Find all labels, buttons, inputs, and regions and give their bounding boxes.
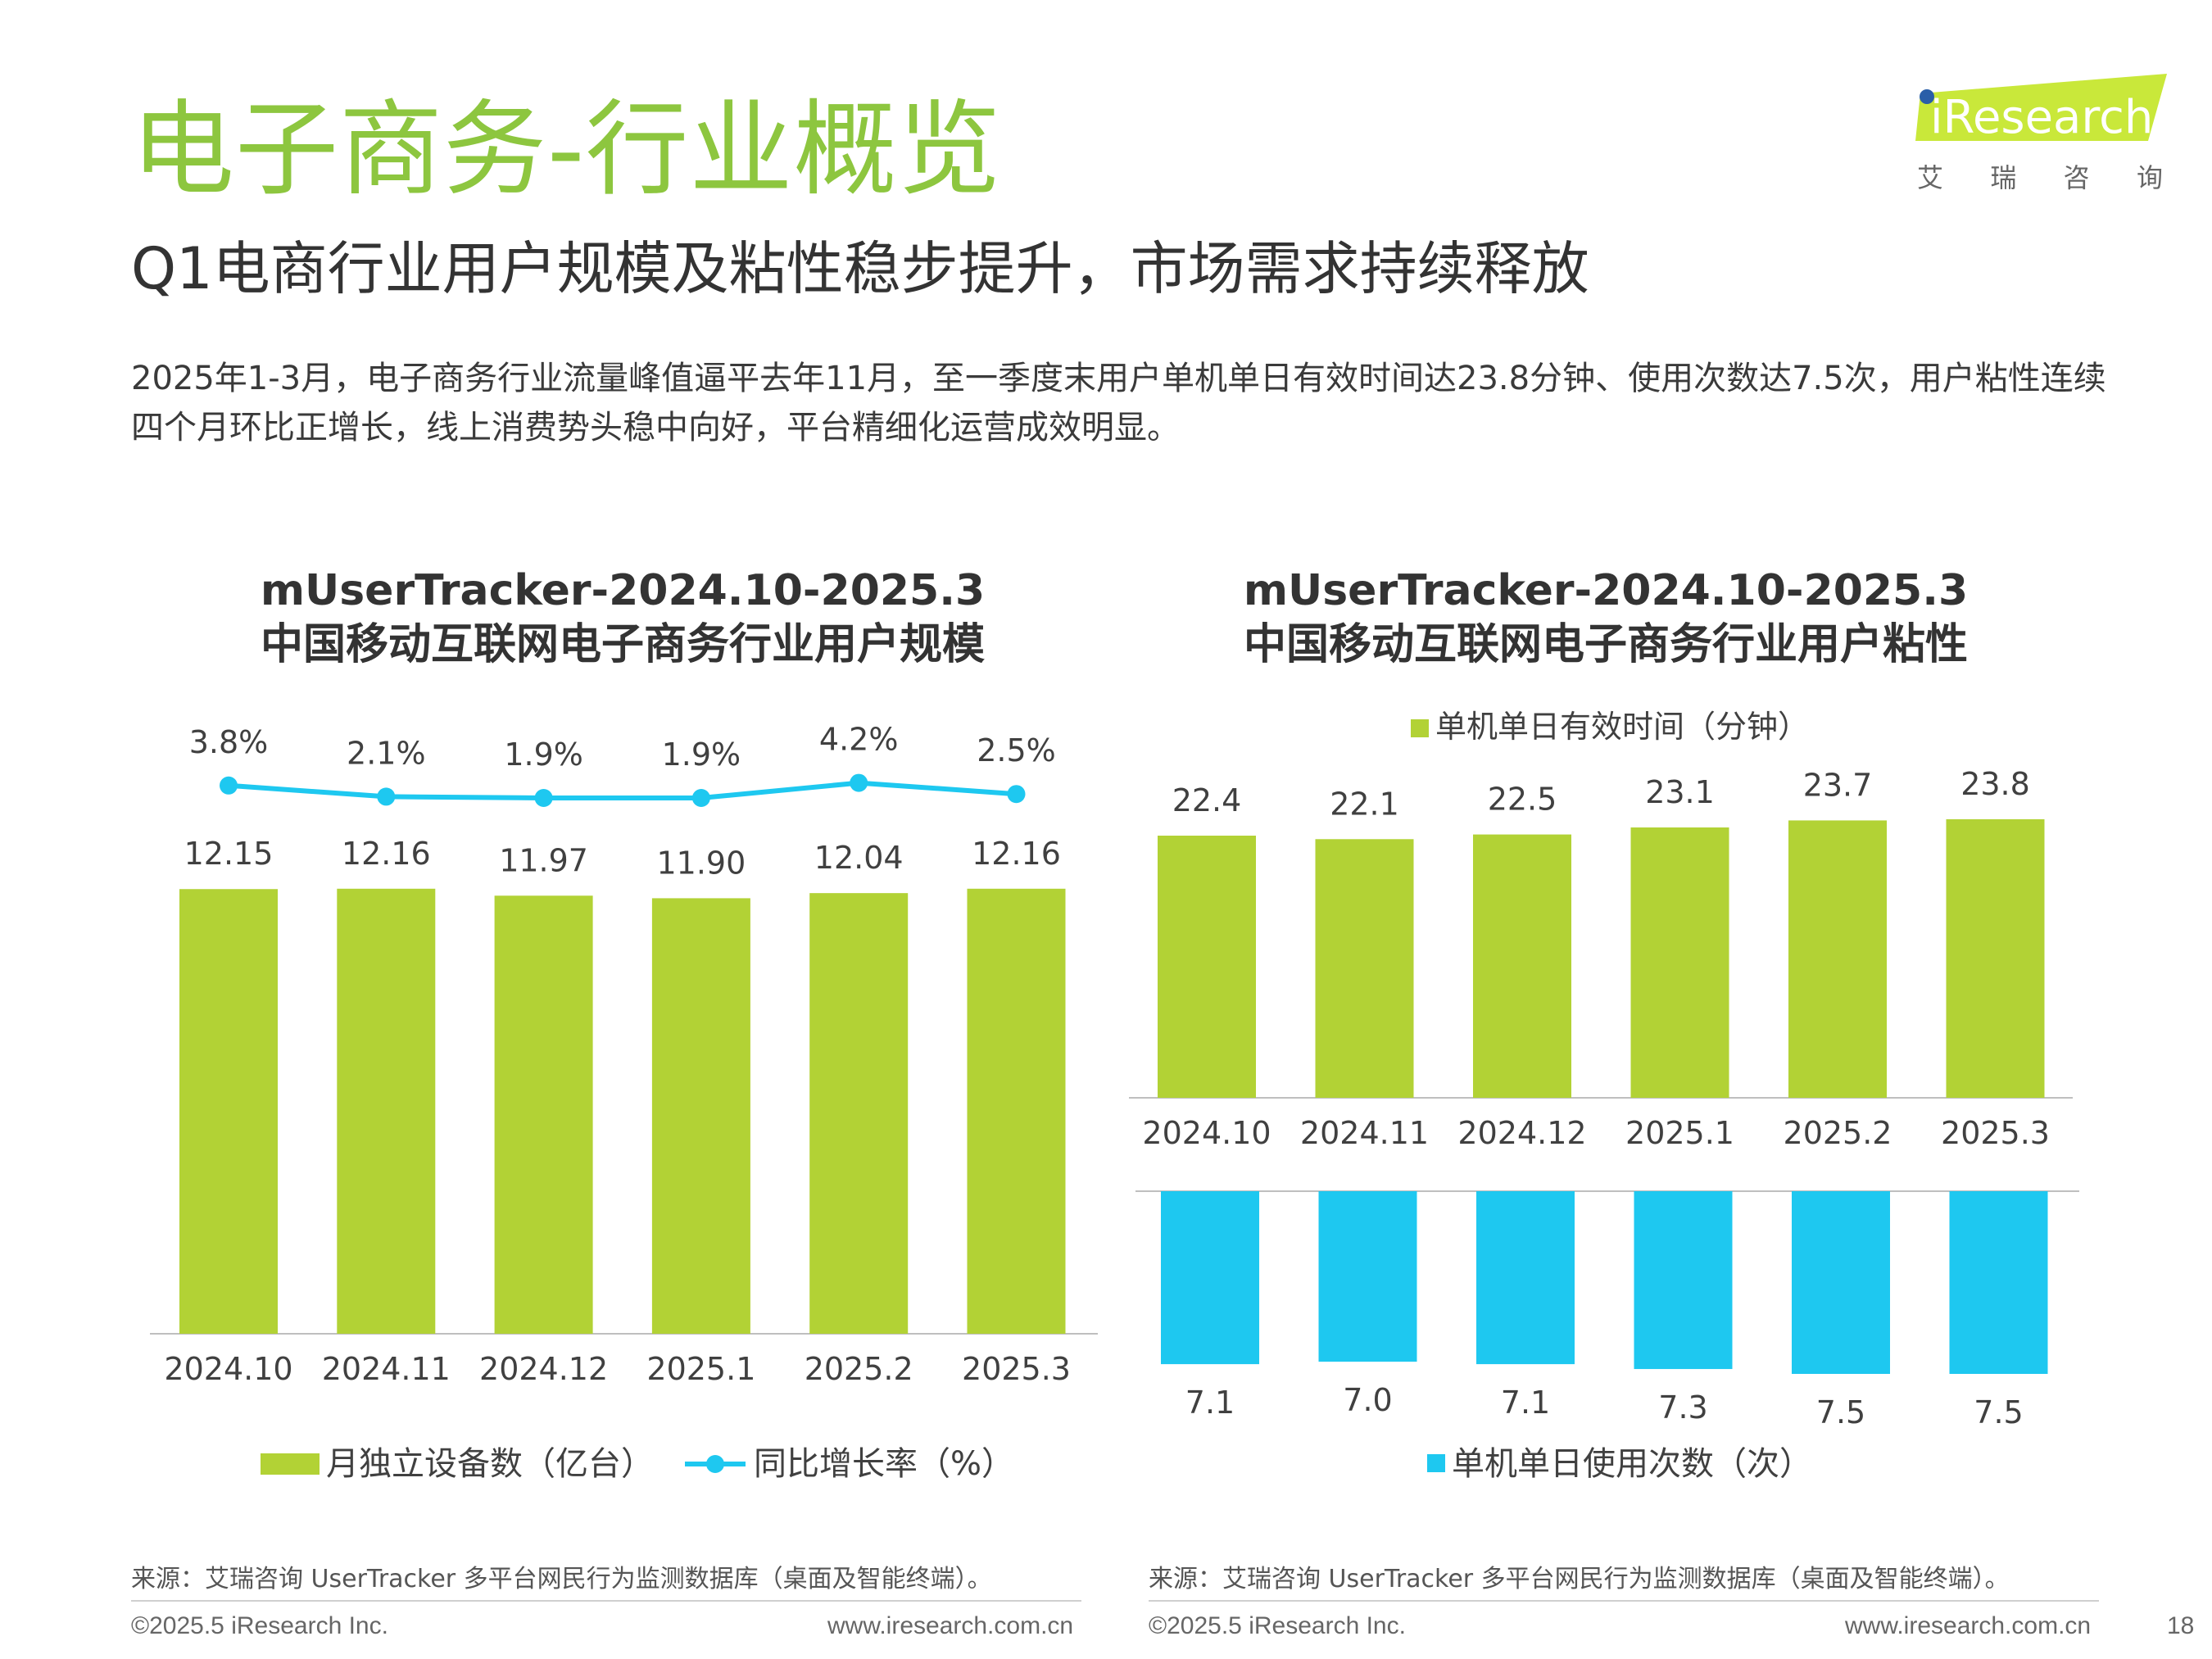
bar-value-label: 22.1 [1330,786,1399,822]
bar-daily-time [1158,836,1256,1098]
page-title: 电子商务-行业概览 [131,89,1002,210]
bar-daily-sessions [1949,1191,2048,1374]
bar-value-label: 12.04 [814,840,904,876]
legend-label-growth: 同比增长率（%） [754,1445,1014,1483]
legend-label-time: 单机单日有效时间（分钟） [1435,709,1809,745]
x-tick-label: 2025.1 [1625,1115,1734,1151]
bar-value-label: 12.16 [972,836,1061,872]
logo-cn-char: 咨 [2063,162,2090,193]
footer-divider-left [131,1600,1081,1602]
line-point [691,789,710,807]
logo-cn-text: 艾 瑞 咨 询 [1909,157,2171,195]
bar-daily-time [1630,827,1729,1098]
chart2-title-line1: mUserTracker-2024.10-2025.3 [1243,566,1969,615]
line-yoy-growth [228,780,1017,800]
x-tick-label: 2024.10 [1142,1115,1271,1151]
bar-daily-time [1946,819,2045,1098]
bar-value-label: 12.16 [342,836,431,872]
page-subtitle: Q1电商行业用户规模及粘性稳步提升，市场需求持续释放 [131,235,1589,302]
bar-value-label: 7.0 [1343,1382,1392,1418]
x-tick-label: 2024.10 [164,1351,292,1387]
bar-value-label: 12.15 [184,836,274,872]
x-tick-label: 2024.12 [479,1351,608,1387]
chart2-user-stickiness: 单机单日有效时间（分钟） 22.4 2024.10 22.1 2024.11 22.5 20… [1129,709,2079,1483]
bar-monthly-devices [494,895,593,1334]
website-link-left[interactable]: www.iresearch.com.cn [827,1612,1074,1639]
line-point [850,773,868,792]
bar-daily-sessions [1476,1191,1575,1365]
bar-daily-sessions [1161,1191,1259,1365]
legend-swatch-time [1411,719,1429,737]
bar-monthly-devices [809,893,909,1334]
source-note-right: 来源：艾瑞咨询 UserTracker 多平台网民行为监测数据库（桌面及智能终端… [1149,1565,2010,1593]
chart2-title: mUserTracker-2024.10-2025.3 中国移动互联网电子商务行… [1114,564,2097,672]
website-link-right[interactable]: www.iresearch.com.cn [1845,1612,2092,1639]
iresearch-logo: iResearch [1915,74,2167,144]
bar-value-label: 11.90 [657,845,746,881]
source-note-left: 来源：艾瑞咨询 UserTracker 多平台网民行为监测数据库（桌面及智能终端… [131,1565,992,1593]
line-point [1007,785,1026,804]
bar-value-label: 23.7 [1803,767,1873,803]
bar-value-label: 22.5 [1488,782,1557,818]
bar-value-label: 11.97 [499,842,588,878]
footer-divider-right [1149,1600,2099,1602]
legend-marker-growth [706,1455,724,1473]
x-tick-label: 2024.11 [322,1351,451,1387]
x-tick-label: 2025.1 [646,1351,755,1387]
bar-value-label: 7.1 [1185,1385,1235,1421]
bar-daily-time [1473,834,1571,1098]
x-tick-label: 2025.2 [805,1351,913,1387]
page-number: 18 [2167,1612,2195,1639]
line-value-label: 1.9% [504,737,583,773]
bar-daily-sessions [1318,1191,1417,1362]
x-tick-label: 2025.3 [1941,1115,2050,1151]
logo-cn-char: 艾 [1917,162,1944,193]
logo-cn-char: 瑞 [1990,162,2017,193]
bar-value-label: 23.1 [1645,774,1715,810]
bar-daily-sessions [1792,1191,1890,1374]
bar-daily-sessions [1634,1191,1733,1370]
logo-text: iResearch [1930,91,2153,144]
copyright-left: ©2025.5 iResearch Inc. [131,1612,388,1639]
bar-value-label: 23.8 [1960,766,2030,802]
line-value-label: 4.2% [819,722,899,758]
chart2-title-line2: 中国移动互联网电子商务行业用户粘性 [1243,620,1968,669]
bar-daily-time [1788,820,1887,1098]
bar-monthly-devices [179,889,278,1334]
bar-monthly-devices [967,888,1066,1334]
bar-monthly-devices [337,888,436,1334]
legend-label-devices: 月独立设备数（亿台） [326,1445,654,1483]
legend-swatch-sessions [1427,1454,1445,1472]
line-value-label: 3.8% [189,724,269,760]
bar-value-label: 7.5 [1816,1394,1865,1430]
chart1-title-line2: 中国移动互联网电子商务行业用户规模 [260,620,985,669]
copyright-right: ©2025.5 iResearch Inc. [1149,1612,1406,1639]
line-value-label: 2.1% [347,735,426,771]
line-point [377,787,396,806]
logo-cn-char: 询 [2136,162,2163,193]
legend-label-sessions: 单机单日使用次数（次） [1452,1445,1812,1483]
x-tick-label: 2024.12 [1457,1115,1586,1151]
line-point [534,789,553,807]
summary-text: 2025年1-3月，电子商务行业流量峰值逼平去年11月，至一季度末用户单机单日有… [131,360,2106,446]
bar-daily-time [1315,839,1414,1098]
bar-monthly-devices [651,898,750,1334]
line-value-label: 2.5% [977,732,1056,768]
bar-value-label: 22.4 [1172,782,1242,818]
x-tick-label: 2025.2 [1784,1115,1892,1151]
line-point [220,776,238,795]
bar-value-label: 7.5 [1974,1394,2023,1430]
chart1-title-line1: mUserTracker-2024.10-2025.3 [260,566,986,615]
bar-value-label: 7.3 [1658,1389,1707,1426]
chart1-user-scale: 12.15 2024.10 12.16 2024.11 11.97 2024.12 11.9… [150,722,1098,1483]
line-value-label: 1.9% [662,737,741,773]
bar-value-label: 7.1 [1501,1385,1550,1421]
x-tick-label: 2024.11 [1300,1115,1429,1151]
chart1-title: mUserTracker-2024.10-2025.3 中国移动互联网电子商务行… [131,564,1114,672]
legend-swatch-devices [261,1453,320,1475]
x-tick-label: 2025.3 [962,1351,1071,1387]
